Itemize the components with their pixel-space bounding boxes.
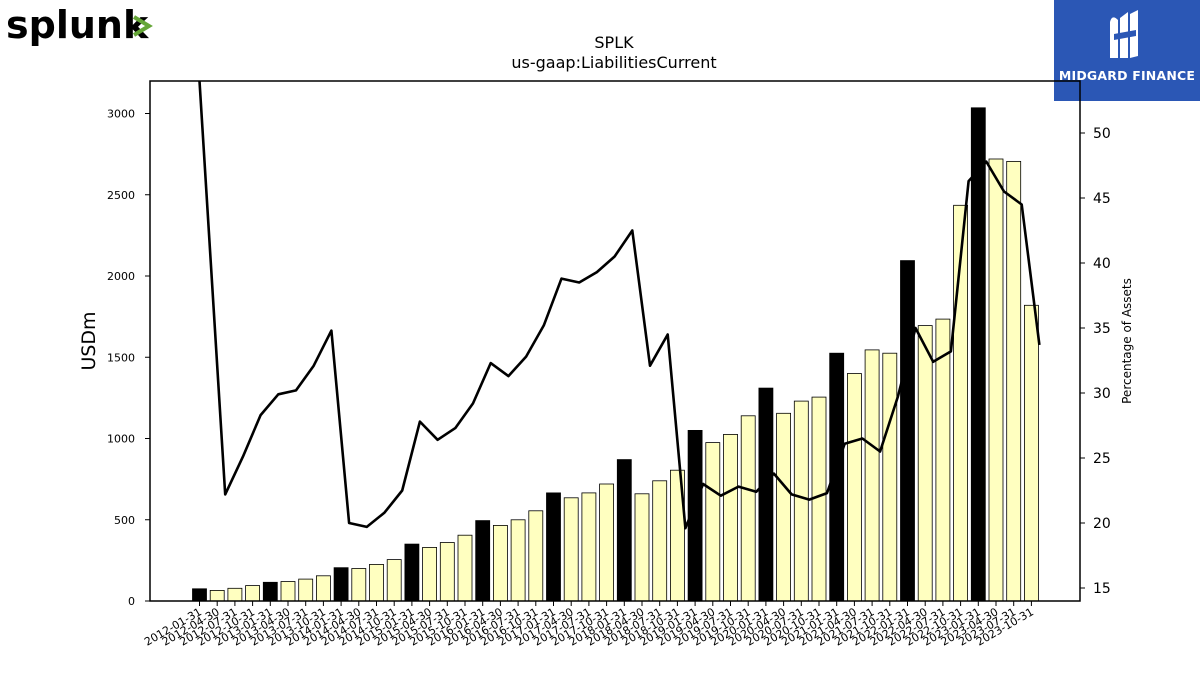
splunk-logo: splunk: [6, 3, 153, 47]
bar: [917, 325, 933, 602]
bar: [705, 442, 721, 602]
splunk-logo-text: splunk: [6, 3, 149, 47]
y-tick-label: 1500: [107, 351, 135, 364]
bar: [634, 493, 650, 602]
bar: [492, 525, 508, 602]
bar: [563, 497, 579, 602]
bar: [793, 400, 809, 602]
bar: [528, 510, 544, 602]
y-tick-label: 0: [128, 595, 135, 608]
bar: [581, 492, 597, 602]
series-line: [198, 80, 1041, 530]
y-axis-label: USDm: [78, 311, 100, 370]
chart-subtitle: us-gaap:LiabilitiesCurrent: [511, 53, 716, 72]
bar: [510, 519, 526, 602]
bar: [864, 349, 880, 602]
bar: [1006, 160, 1022, 602]
bar: [386, 559, 402, 602]
splunk-chevron-icon: [132, 15, 153, 37]
bar: [900, 260, 915, 602]
plot-frame: [149, 80, 1081, 602]
y2-axis-label: Percentage of Assets: [1120, 278, 1134, 404]
bar: [882, 352, 898, 602]
bar: [422, 547, 438, 602]
y-tick-label: 2000: [107, 270, 135, 283]
y2-tick-label: 40: [1093, 256, 1111, 272]
bar: [209, 590, 225, 602]
bar: [315, 575, 331, 602]
y-tick-label: 2500: [107, 189, 135, 202]
chart-title: SPLK: [594, 33, 634, 52]
y-tick-label: 500: [114, 514, 135, 527]
bar: [988, 158, 1004, 602]
bar: [245, 585, 261, 602]
y2-tick-label: 45: [1093, 191, 1111, 207]
bar: [740, 415, 756, 602]
y2-tick-label: 30: [1093, 386, 1111, 402]
y2-tick-label: 50: [1093, 126, 1111, 142]
bar: [333, 567, 349, 602]
bar: [970, 107, 986, 602]
y2-tick-label: 25: [1093, 451, 1111, 467]
midgard-brand-text: MIDGARD FINANCE: [1058, 68, 1196, 83]
bar: [298, 578, 314, 602]
midgard-emblem-icon: [1110, 10, 1138, 58]
bar: [847, 373, 862, 602]
bar: [1024, 304, 1039, 602]
plot-layer: 0 500 1000 1500 2000 2500 3000 15 20 25 30 35 40 45 50…: [107, 80, 1111, 649]
bar: [758, 387, 774, 602]
bar: [404, 543, 420, 602]
y-tick-label: 1000: [107, 433, 135, 446]
y-tick-label: 3000: [107, 108, 135, 121]
bar: [227, 587, 243, 602]
bar: [369, 564, 384, 602]
bar: [652, 480, 668, 602]
bar: [280, 581, 296, 602]
bar: [776, 412, 791, 602]
bar: [351, 568, 367, 602]
bar: [439, 542, 455, 602]
bar: [262, 581, 278, 602]
bar: [546, 492, 561, 602]
bar: [723, 433, 738, 602]
y2-tick-label: 35: [1093, 321, 1111, 337]
bar: [616, 459, 632, 602]
bar: [457, 534, 473, 602]
bar: [935, 318, 951, 602]
bar: [475, 520, 491, 602]
midgard-finance-logo: MIDGARD FINANCE: [1054, 0, 1200, 101]
bar: [192, 588, 207, 602]
y2-tick-label: 15: [1093, 581, 1111, 597]
bar: [599, 483, 614, 602]
y2-tick-label: 20: [1093, 516, 1111, 532]
